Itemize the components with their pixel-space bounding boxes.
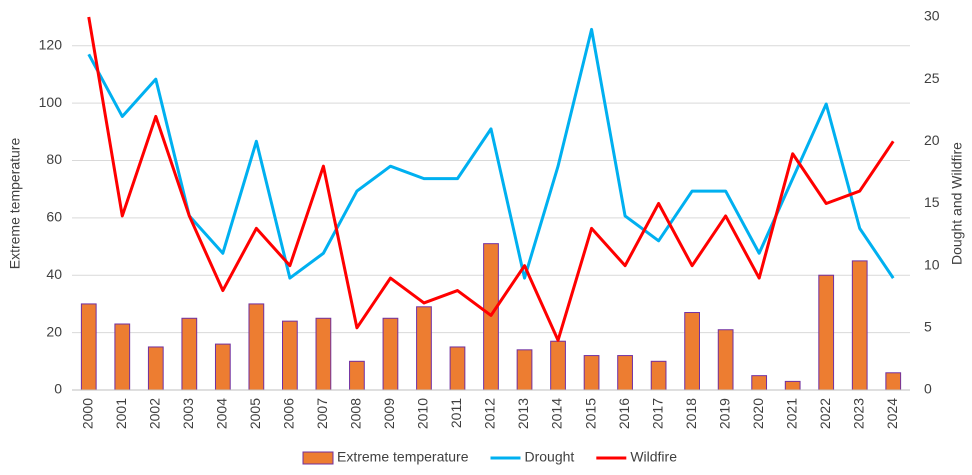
- x-tick-label: 2008: [348, 398, 364, 429]
- x-tick-label: 2016: [616, 398, 632, 429]
- line: [87, 16, 895, 342]
- y2-tick-label: 30: [924, 8, 940, 24]
- legend-label: Drought: [525, 449, 575, 465]
- x-tick-label: 2002: [147, 398, 163, 429]
- x-tick-label: 2012: [482, 398, 498, 429]
- bar: [214, 343, 231, 391]
- y2-tick-label: 25: [924, 70, 940, 86]
- y2-tick-label: 0: [924, 381, 932, 397]
- bar: [583, 355, 600, 391]
- bar: [114, 323, 131, 391]
- bar: [382, 317, 399, 391]
- bar: [80, 303, 97, 391]
- bar: [147, 346, 164, 391]
- x-tick-label: 2004: [214, 398, 230, 429]
- y-axis-title: Extreme temperature: [7, 138, 23, 270]
- x-tick-label: 2013: [515, 398, 531, 429]
- y-tick-label: 20: [46, 323, 62, 339]
- bar: [784, 380, 801, 391]
- y-tick-label: 80: [46, 151, 62, 167]
- x-tick-label: 2003: [180, 398, 196, 429]
- x-tick-label: 2009: [381, 398, 397, 429]
- bar: [717, 329, 734, 391]
- bar: [617, 355, 633, 391]
- line: [87, 27, 895, 280]
- bar: [550, 340, 566, 391]
- legend-label: Extreme temperature: [337, 449, 469, 465]
- x-tick-label: 2005: [247, 398, 263, 429]
- y2-tick-label: 15: [924, 194, 940, 210]
- y-tick-label: 100: [39, 94, 63, 110]
- y-tick-label: 60: [46, 209, 62, 225]
- x-tick-label: 2019: [716, 398, 732, 429]
- y-tick-label: 0: [54, 381, 62, 397]
- x-tick-label: 2010: [415, 398, 431, 429]
- x-tick-label: 2020: [750, 398, 766, 429]
- y-tick-label: 120: [39, 36, 63, 52]
- bar: [416, 306, 432, 391]
- x-tick-label: 2007: [314, 398, 330, 429]
- bar: [181, 317, 198, 391]
- bar: [684, 312, 700, 391]
- bar: [818, 274, 835, 391]
- bar: [449, 346, 466, 391]
- x-tick-label: 2023: [850, 398, 866, 429]
- x-tick-label: 2015: [582, 398, 598, 429]
- x-tick-label: 2024: [884, 398, 900, 429]
- bar: [248, 303, 265, 391]
- y2-axis-title: Dought and Wildfire: [949, 142, 965, 265]
- bar: [885, 372, 902, 391]
- bar: [851, 260, 868, 391]
- x-tick-label: 2017: [649, 398, 665, 429]
- bar: [751, 375, 768, 391]
- bar: [349, 360, 365, 391]
- x-tick-label: 2014: [549, 398, 565, 429]
- y-tick-label: 40: [46, 266, 62, 282]
- y2-tick-label: 20: [924, 132, 940, 148]
- bar: [650, 360, 667, 391]
- x-tick-label: 2018: [683, 398, 699, 429]
- legend-label: Wildfire: [630, 449, 677, 465]
- legend-swatch: [302, 451, 334, 465]
- y2-tick-label: 10: [924, 256, 940, 272]
- x-tick-label: 2021: [783, 398, 799, 429]
- x-tick-label: 2022: [817, 398, 833, 429]
- x-tick-label: 2011: [448, 398, 464, 428]
- x-tick-label: 2006: [281, 398, 297, 429]
- bar: [315, 317, 332, 391]
- x-tick-label: 2000: [79, 398, 95, 429]
- bar: [282, 320, 298, 391]
- x-tick-label: 2001: [113, 398, 129, 429]
- y2-tick-label: 5: [924, 319, 932, 335]
- bar: [516, 349, 533, 391]
